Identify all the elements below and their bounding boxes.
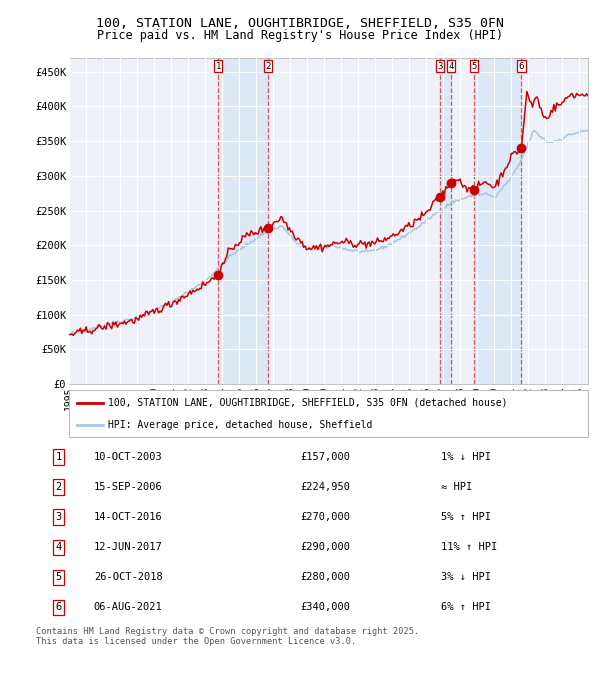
Text: 1: 1 xyxy=(216,62,221,71)
Text: 100, STATION LANE, OUGHTIBRIDGE, SHEFFIELD, S35 0FN: 100, STATION LANE, OUGHTIBRIDGE, SHEFFIE… xyxy=(96,16,504,30)
Text: 3: 3 xyxy=(437,62,442,71)
Text: £280,000: £280,000 xyxy=(300,572,350,582)
Bar xyxy=(475,58,521,384)
Text: ≈ HPI: ≈ HPI xyxy=(442,482,473,492)
Text: 100, STATION LANE, OUGHTIBRIDGE, SHEFFIELD, S35 0FN (detached house): 100, STATION LANE, OUGHTIBRIDGE, SHEFFIE… xyxy=(108,398,508,408)
Text: Contains HM Land Registry data © Crown copyright and database right 2025.
This d: Contains HM Land Registry data © Crown c… xyxy=(36,627,419,647)
Text: 6: 6 xyxy=(519,62,524,71)
Text: 2: 2 xyxy=(55,482,62,492)
Text: 6% ↑ HPI: 6% ↑ HPI xyxy=(442,602,491,612)
Text: 10-OCT-2003: 10-OCT-2003 xyxy=(94,452,163,462)
Text: 2: 2 xyxy=(266,62,271,71)
Text: £224,950: £224,950 xyxy=(300,482,350,492)
Text: £340,000: £340,000 xyxy=(300,602,350,612)
Bar xyxy=(440,58,451,384)
Text: 3: 3 xyxy=(55,512,62,522)
Text: £270,000: £270,000 xyxy=(300,512,350,522)
Text: 15-SEP-2006: 15-SEP-2006 xyxy=(94,482,163,492)
Text: 11% ↑ HPI: 11% ↑ HPI xyxy=(442,542,497,552)
Text: £157,000: £157,000 xyxy=(300,452,350,462)
Text: 06-AUG-2021: 06-AUG-2021 xyxy=(94,602,163,612)
FancyBboxPatch shape xyxy=(69,390,588,437)
Text: 5: 5 xyxy=(472,62,477,71)
Text: 6: 6 xyxy=(55,602,62,612)
Text: 26-OCT-2018: 26-OCT-2018 xyxy=(94,572,163,582)
Text: 3% ↓ HPI: 3% ↓ HPI xyxy=(442,572,491,582)
Text: 1% ↓ HPI: 1% ↓ HPI xyxy=(442,452,491,462)
Text: 1: 1 xyxy=(55,452,62,462)
Text: 14-OCT-2016: 14-OCT-2016 xyxy=(94,512,163,522)
Text: 4: 4 xyxy=(448,62,454,71)
Text: 5% ↑ HPI: 5% ↑ HPI xyxy=(442,512,491,522)
Text: 5: 5 xyxy=(55,572,62,582)
Text: 12-JUN-2017: 12-JUN-2017 xyxy=(94,542,163,552)
Bar xyxy=(218,58,268,384)
Text: HPI: Average price, detached house, Sheffield: HPI: Average price, detached house, Shef… xyxy=(108,420,372,430)
Text: £290,000: £290,000 xyxy=(300,542,350,552)
Text: 4: 4 xyxy=(55,542,62,552)
Text: Price paid vs. HM Land Registry's House Price Index (HPI): Price paid vs. HM Land Registry's House … xyxy=(97,29,503,42)
